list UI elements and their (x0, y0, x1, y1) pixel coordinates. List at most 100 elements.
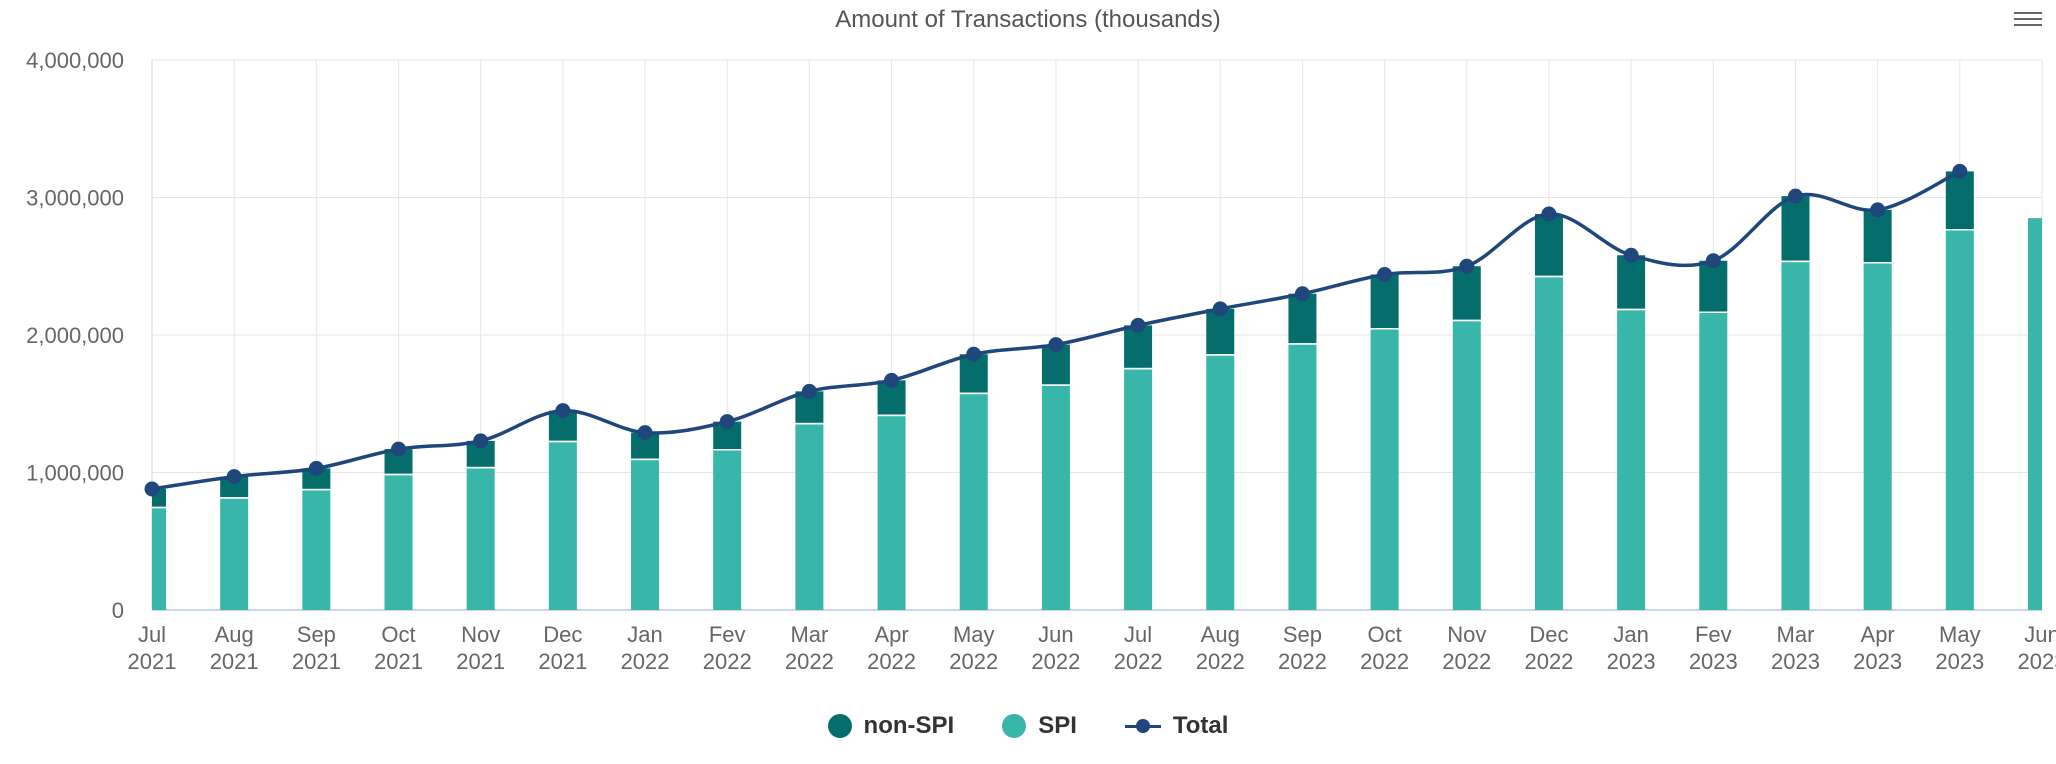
x-tick-label: May 2023 (1935, 622, 1984, 674)
total-point (637, 425, 653, 441)
x-tick-label: Jan 2022 (621, 622, 670, 674)
x-tick-label: Jun2023 (2018, 622, 2056, 674)
bar-non-spi (1617, 255, 1646, 309)
bar-spi (2028, 218, 2042, 610)
bar-spi (1617, 310, 1646, 610)
bar-spi (1124, 369, 1153, 610)
x-tick-label: Dec 2021 (538, 622, 587, 674)
bar-spi (1699, 313, 1728, 610)
x-tick-label: Fev 2023 (1689, 622, 1738, 674)
bar-spi (220, 498, 249, 610)
hamburger-menu-icon[interactable] (2014, 8, 2042, 30)
legend-item-non-spi[interactable]: non-SPI (827, 712, 955, 740)
x-tick-label: Oct 2021 (374, 622, 423, 674)
legend-label-total: Total (1172, 712, 1229, 739)
bar-non-spi (220, 476, 249, 498)
legend-swatch-total (1124, 714, 1161, 738)
total-point (1787, 188, 1803, 204)
x-tick-label: May 2022 (949, 622, 998, 674)
x-tick-label: Aug 2021 (210, 622, 259, 674)
total-point (1952, 163, 1968, 179)
total-point (1870, 202, 1886, 218)
bar-spi (1945, 230, 1974, 610)
legend-label-spi: SPI (1038, 712, 1077, 739)
bar-spi (1370, 329, 1399, 610)
x-tick-label: Sep 2021 (292, 622, 341, 674)
legend-item-total[interactable]: Total (1124, 712, 1229, 740)
x-tick-label: Sep 2022 (1278, 622, 1327, 674)
x-tick-label: Nov 2022 (1442, 622, 1491, 674)
total-point (308, 460, 324, 476)
bar-spi (959, 394, 988, 610)
total-point (226, 469, 242, 485)
bar-non-spi (1863, 209, 1892, 262)
y-tick-label: 4,000,000 (26, 48, 124, 73)
x-tick-label: Fev 2022 (703, 622, 752, 674)
bar-spi (1452, 321, 1481, 610)
bar-non-spi (1945, 171, 1974, 229)
bar-spi (795, 424, 824, 610)
bar-spi (1863, 263, 1892, 610)
total-point (884, 372, 900, 388)
bar-spi (713, 450, 742, 610)
chart-legend: non-SPI SPI Total (0, 712, 2056, 740)
x-tick-label: Oct 2022 (1360, 622, 1409, 674)
legend-item-spi[interactable]: SPI (1002, 712, 1077, 740)
bar-spi (302, 490, 331, 610)
bar-spi (384, 475, 413, 610)
total-point (1377, 267, 1393, 282)
total-point (1459, 258, 1475, 274)
bar-non-spi (302, 468, 331, 489)
x-tick-label: Jun 2022 (1031, 622, 1080, 674)
total-point (555, 403, 571, 419)
total-point (1212, 301, 1228, 317)
total-point (801, 383, 817, 399)
total-point (1623, 247, 1639, 263)
bar-spi (1288, 344, 1317, 610)
total-point (966, 346, 982, 362)
x-tick-label: Mar 2022 (785, 622, 834, 674)
x-tick-label: Jul 2022 (1114, 622, 1163, 674)
legend-swatch-non-spi (827, 714, 852, 738)
x-tick-label: Dec 2022 (1524, 622, 1573, 674)
bar-spi (466, 468, 495, 610)
total-point (144, 481, 160, 497)
chart-title: Amount of Transactions (thousands) (835, 6, 1221, 33)
bar-non-spi (1699, 260, 1728, 312)
total-point (1294, 286, 1310, 302)
bar-spi (152, 508, 166, 610)
bar-spi (1781, 262, 1810, 610)
x-tick-label: Aug 2022 (1196, 622, 1245, 674)
bar-spi (877, 416, 906, 610)
x-tick-label: Jan 2023 (1607, 622, 1656, 674)
y-tick-label: 2,000,000 (26, 323, 124, 348)
total-point (391, 441, 407, 457)
chart-plot: 0 1,000,000 2,000,000 3,000,000 4,000,000 Jul… (26, 48, 2056, 674)
bar-spi (1041, 385, 1070, 610)
x-tick-label: Mar 2023 (1771, 622, 1820, 674)
total-point (1541, 206, 1557, 222)
total-point (1705, 253, 1721, 269)
total-point (473, 433, 489, 449)
total-point (1048, 337, 1064, 353)
x-tick-label: Apr 2022 (867, 622, 916, 674)
x-tick-label: Apr 2023 (1853, 622, 1902, 674)
bar-non-spi (1206, 308, 1235, 355)
bar-spi (548, 442, 577, 610)
bar-spi (1534, 277, 1563, 610)
bar-non-spi (1452, 266, 1481, 320)
bar-non-spi (1370, 274, 1399, 328)
total-point (1130, 317, 1146, 333)
x-tick-label: Nov 2021 (456, 622, 505, 674)
y-tick-label: 0 (112, 598, 124, 623)
legend-label-non-spi: non-SPI (863, 712, 955, 739)
y-tick-label: 3,000,000 (26, 186, 124, 211)
x-tick-label: Jul 2021 (128, 622, 177, 674)
total-point (719, 414, 735, 430)
bar-spi (1206, 355, 1235, 610)
legend-swatch-spi (1002, 714, 1027, 738)
bar-non-spi (1534, 214, 1563, 276)
bar-spi (631, 460, 660, 610)
bar-non-spi (1781, 196, 1810, 261)
